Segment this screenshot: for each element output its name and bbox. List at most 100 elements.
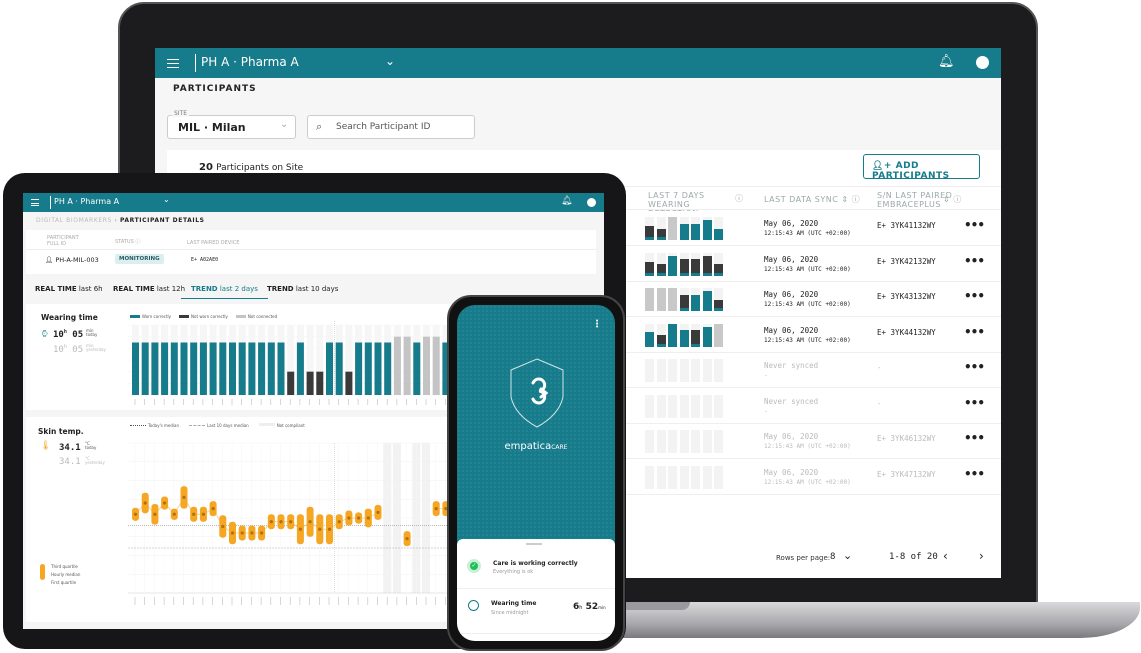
next-page-icon[interactable]: › <box>979 549 984 563</box>
median-point <box>434 507 438 511</box>
serial-number: E+ 3YK46132WY <box>877 434 936 443</box>
more-horiz-icon[interactable]: ••• <box>964 466 985 481</box>
median-point <box>172 512 176 516</box>
serial-number: E+ 3YK44132WY <box>877 327 936 337</box>
week-bar-bg <box>645 394 654 418</box>
median-point <box>337 520 341 524</box>
week-bar <box>645 226 654 240</box>
wearing-legend: Worn correctly Not worn correctly Not conn… <box>130 314 277 319</box>
column-sn[interactable]: S/N LAST PAIRED EMBRACEPLUS <box>877 191 953 209</box>
more-horiz-icon[interactable]: ••• <box>964 324 985 339</box>
bar <box>141 342 149 395</box>
check-circle-icon: ✓ <box>467 559 481 573</box>
sync-date: May 06, 2020 <box>764 219 819 228</box>
legend-item: Not connected <box>247 314 278 319</box>
rows-per-page-label: Rows per page: <box>776 554 831 562</box>
search-icon: ⌕ <box>316 120 323 133</box>
menu-icon[interactable] <box>167 59 179 68</box>
bar <box>374 342 382 395</box>
week-bar-bg <box>645 465 654 489</box>
more-horiz-icon[interactable]: ••• <box>964 395 985 410</box>
breadcrumb-parent[interactable]: DIGITAL BIOMARKERS <box>36 217 112 224</box>
tab[interactable]: TREND last 10 days <box>267 285 339 293</box>
bar-bg <box>316 325 324 395</box>
org-name: PH A · Pharma A <box>201 55 299 69</box>
bell-icon[interactable]: 🔔︎ <box>561 196 573 206</box>
bar <box>345 371 353 395</box>
watch-icon: ⌚︎ <box>40 330 50 340</box>
skin-legend: Today's median Last 10 days median Not com… <box>130 423 305 428</box>
median-point <box>308 520 312 524</box>
participant-count: 20 Participants on Site <box>199 162 304 173</box>
more-horiz-icon[interactable]: ••• <box>964 431 985 445</box>
more-horiz-icon[interactable]: ••• <box>964 360 985 374</box>
skin-yesterday: 34.1 <box>59 457 81 467</box>
column-sync[interactable]: LAST DATA SYNC ⇕ ⓘ <box>764 195 861 204</box>
week-bar <box>714 228 723 240</box>
bar <box>423 336 430 395</box>
bar <box>277 342 285 395</box>
tab[interactable]: REAL TIME last 12h <box>113 285 186 293</box>
median-point <box>260 531 264 535</box>
legend-item: Today's median <box>148 423 180 428</box>
more-horiz-icon[interactable]: ••• <box>964 218 985 232</box>
median-point <box>230 531 235 535</box>
add-participants-button[interactable]: 👤︎+ ADD PARTICIPANTS <box>863 154 980 181</box>
device-label: LAST PAIRED DEVICE <box>187 240 240 246</box>
week-bar <box>656 288 666 311</box>
week-bar <box>702 326 712 347</box>
bar <box>316 371 324 395</box>
chevron-down-icon[interactable]: ⌄ <box>843 549 853 562</box>
median-point <box>182 495 186 499</box>
bell-icon[interactable]: 🔔︎ <box>938 54 955 69</box>
org-dropdown-chevron-icon[interactable]: ⌄ <box>385 54 396 68</box>
account-circle-icon[interactable] <box>587 198 596 207</box>
more-horiz-icon[interactable]: ••• <box>964 253 985 268</box>
median-point <box>279 520 283 524</box>
median-point <box>327 527 332 531</box>
account-circle-icon[interactable] <box>976 56 989 69</box>
week-bar-bg <box>656 430 666 453</box>
week-bar <box>714 323 723 347</box>
bar-bg <box>287 325 295 395</box>
sync-date: May 06, 2020 <box>764 290 819 299</box>
bar <box>151 342 159 395</box>
search-input[interactable]: ⌕ Search Participant ID <box>307 115 475 139</box>
week-bar-bg <box>679 430 689 453</box>
median-point <box>211 507 215 511</box>
site-select[interactable]: SITE MIL · Milan ⌄ <box>167 110 296 139</box>
week-bar <box>679 223 689 240</box>
serial-number: E+ 3YK41132WY <box>877 221 936 230</box>
rows-per-page-select[interactable]: 8 <box>830 552 836 562</box>
info-icon[interactable]: ⓘ <box>735 194 744 203</box>
tab[interactable]: TREND last 2 days <box>181 285 268 299</box>
week-bar-bg <box>656 465 666 489</box>
more-horiz-icon[interactable]: ••• <box>964 289 985 303</box>
serial-number: E+ 3YK43132WY <box>877 292 936 301</box>
prev-page-icon[interactable]: ‹ <box>943 549 948 563</box>
week-bar <box>679 259 689 276</box>
median-point <box>153 512 157 516</box>
wearing-title: Wearing time <box>41 313 98 322</box>
bar <box>442 342 450 395</box>
drag-handle[interactable] <box>526 543 542 545</box>
week-bar-bg <box>702 430 712 453</box>
week-bar <box>679 294 689 311</box>
week-bars <box>645 430 725 453</box>
tab[interactable]: REAL TIME last 6h <box>35 285 103 293</box>
week-bars <box>645 323 725 347</box>
menu-icon[interactable] <box>31 199 39 206</box>
bar <box>258 342 266 395</box>
week-bar-bg <box>714 465 723 489</box>
median-point <box>201 512 205 516</box>
participant-info: PARTICIPANT FULL ID STATUS ⓘ LAST PAIRED… <box>26 230 596 274</box>
week-bar-bg <box>668 394 677 418</box>
week-bar-bg <box>691 394 700 418</box>
sort-icon[interactable]: ⇕ ⓘ <box>943 195 962 204</box>
week-bar <box>668 255 677 276</box>
bar <box>199 342 207 395</box>
bar <box>296 342 304 395</box>
more-vert-icon[interactable]: ⋮ <box>592 319 602 330</box>
week-bar-bg <box>714 394 723 418</box>
chevron-down-icon[interactable]: ⌄ <box>163 195 170 204</box>
